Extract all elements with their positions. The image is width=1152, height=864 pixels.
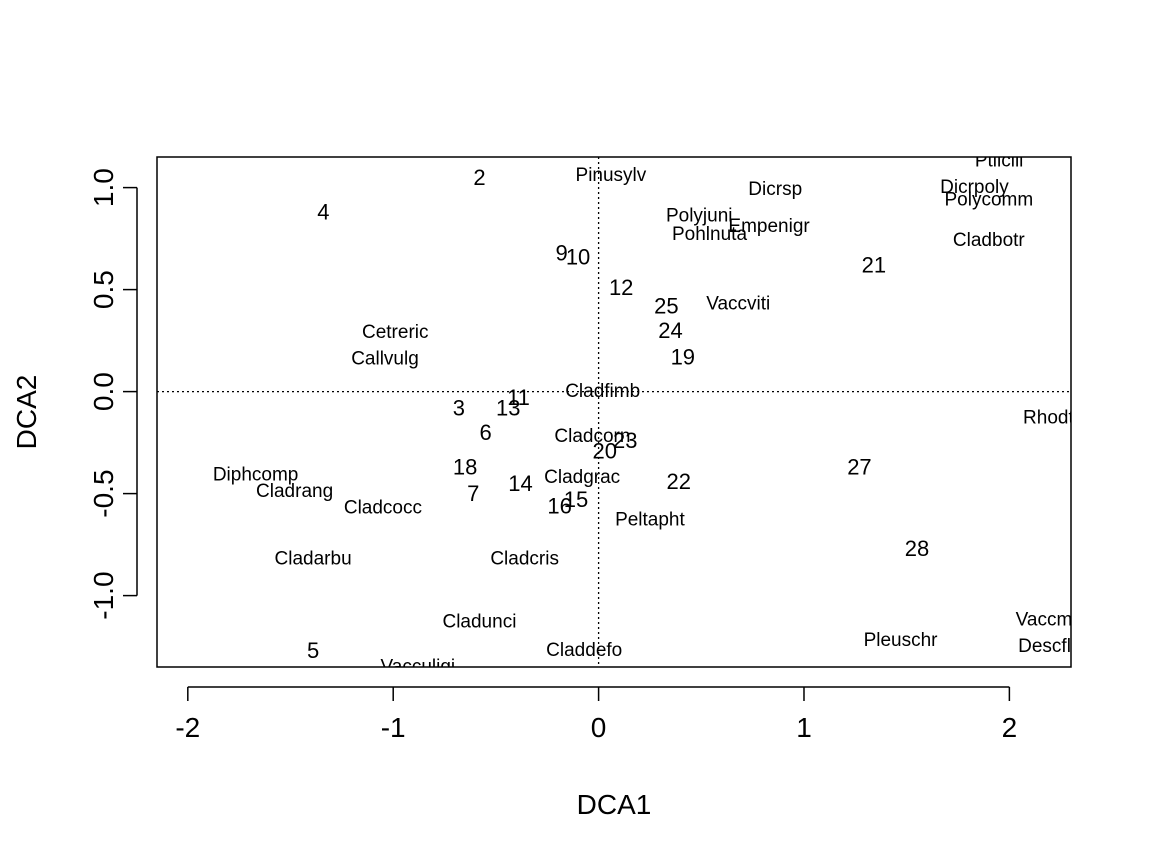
x-tick-label: 1 <box>796 712 812 743</box>
x-tick-label: 0 <box>591 712 607 743</box>
site-label: 24 <box>658 318 682 343</box>
species-label: Cetreric <box>362 322 429 343</box>
y-tick-label: -1.0 <box>88 571 119 619</box>
site-label: 9 <box>555 240 567 265</box>
y-tick-label: 0.0 <box>88 372 119 411</box>
site-label: 20 <box>593 438 617 463</box>
site-label: 23 <box>613 428 637 453</box>
species-label: Cladcris <box>490 548 559 569</box>
species-label: Cladgrac <box>544 467 620 488</box>
x-tick-label: 2 <box>1002 712 1018 743</box>
species-label: Pinusylv <box>576 165 647 186</box>
species-label: Pohlnuta <box>672 224 747 245</box>
species-label: Pleuschr <box>864 630 939 651</box>
site-label: 6 <box>480 420 492 445</box>
x-tick-label: -1 <box>381 712 406 743</box>
species-label: Vacculigi <box>381 657 456 678</box>
y-tick-label: 1.0 <box>88 168 119 207</box>
site-label: 28 <box>905 536 929 561</box>
species-label: Cladrang <box>256 481 333 502</box>
y-tick-label: -0.5 <box>88 469 119 517</box>
y-tick-label: 0.5 <box>88 270 119 309</box>
x-tick-label: -2 <box>175 712 200 743</box>
site-label: 18 <box>453 455 477 480</box>
site-label: 2 <box>473 165 485 190</box>
site-label: 15 <box>564 487 588 512</box>
plot-frame <box>156 156 1072 668</box>
site-label: 14 <box>508 471 532 496</box>
species-label: Cladunci <box>442 612 516 633</box>
site-label: 3 <box>453 395 465 420</box>
site-label: 22 <box>666 469 690 494</box>
site-label: 19 <box>671 344 695 369</box>
species-label: Dicrsp <box>748 179 802 200</box>
species-label: Diphcomp <box>213 465 299 486</box>
species-label: Claddefo <box>546 640 622 661</box>
species-label: Callvulg <box>351 348 419 369</box>
species-label: Cladfimb <box>565 381 640 402</box>
site-label: 10 <box>566 244 590 269</box>
x-axis: -2 -1 0 1 2 <box>175 686 1018 743</box>
species-label: Ptilcili <box>975 151 1024 172</box>
y-axis: -1.0 -0.5 0.0 0.5 1.0 <box>88 168 138 620</box>
species-label: Rhodtome <box>1023 408 1111 429</box>
species-label: Empenigr <box>728 216 810 237</box>
species-label: Descflex <box>1018 636 1091 657</box>
site-label: 25 <box>654 293 678 318</box>
x-axis-title: DCA1 <box>577 789 652 820</box>
site-label: 13 <box>496 395 520 420</box>
reference-lines <box>157 157 1071 667</box>
site-label: 11 <box>507 385 530 410</box>
species-label: Cladcocc <box>344 497 422 518</box>
species-label: Peltapht <box>615 510 685 531</box>
site-label: 27 <box>847 455 871 480</box>
site-label: 7 <box>467 481 479 506</box>
species-label: Polycomm <box>944 189 1033 210</box>
species-label: Dicrpoly <box>940 177 1009 198</box>
species-label: Vaccmyrt <box>1016 610 1094 631</box>
species-label: Vaccviti <box>706 293 770 314</box>
species-label: Cladbotr <box>953 230 1025 251</box>
site-label: 21 <box>862 253 886 278</box>
site-label: 5 <box>307 638 319 663</box>
species-label: Polyjuni <box>666 206 733 227</box>
species-label: Cladcorn <box>554 426 630 447</box>
y-axis-title: DCA2 <box>11 375 42 450</box>
species-label: Cladarbu <box>275 548 352 569</box>
site-label: 16 <box>547 493 571 518</box>
site-label: 12 <box>609 275 633 300</box>
site-label: 4 <box>317 200 329 225</box>
